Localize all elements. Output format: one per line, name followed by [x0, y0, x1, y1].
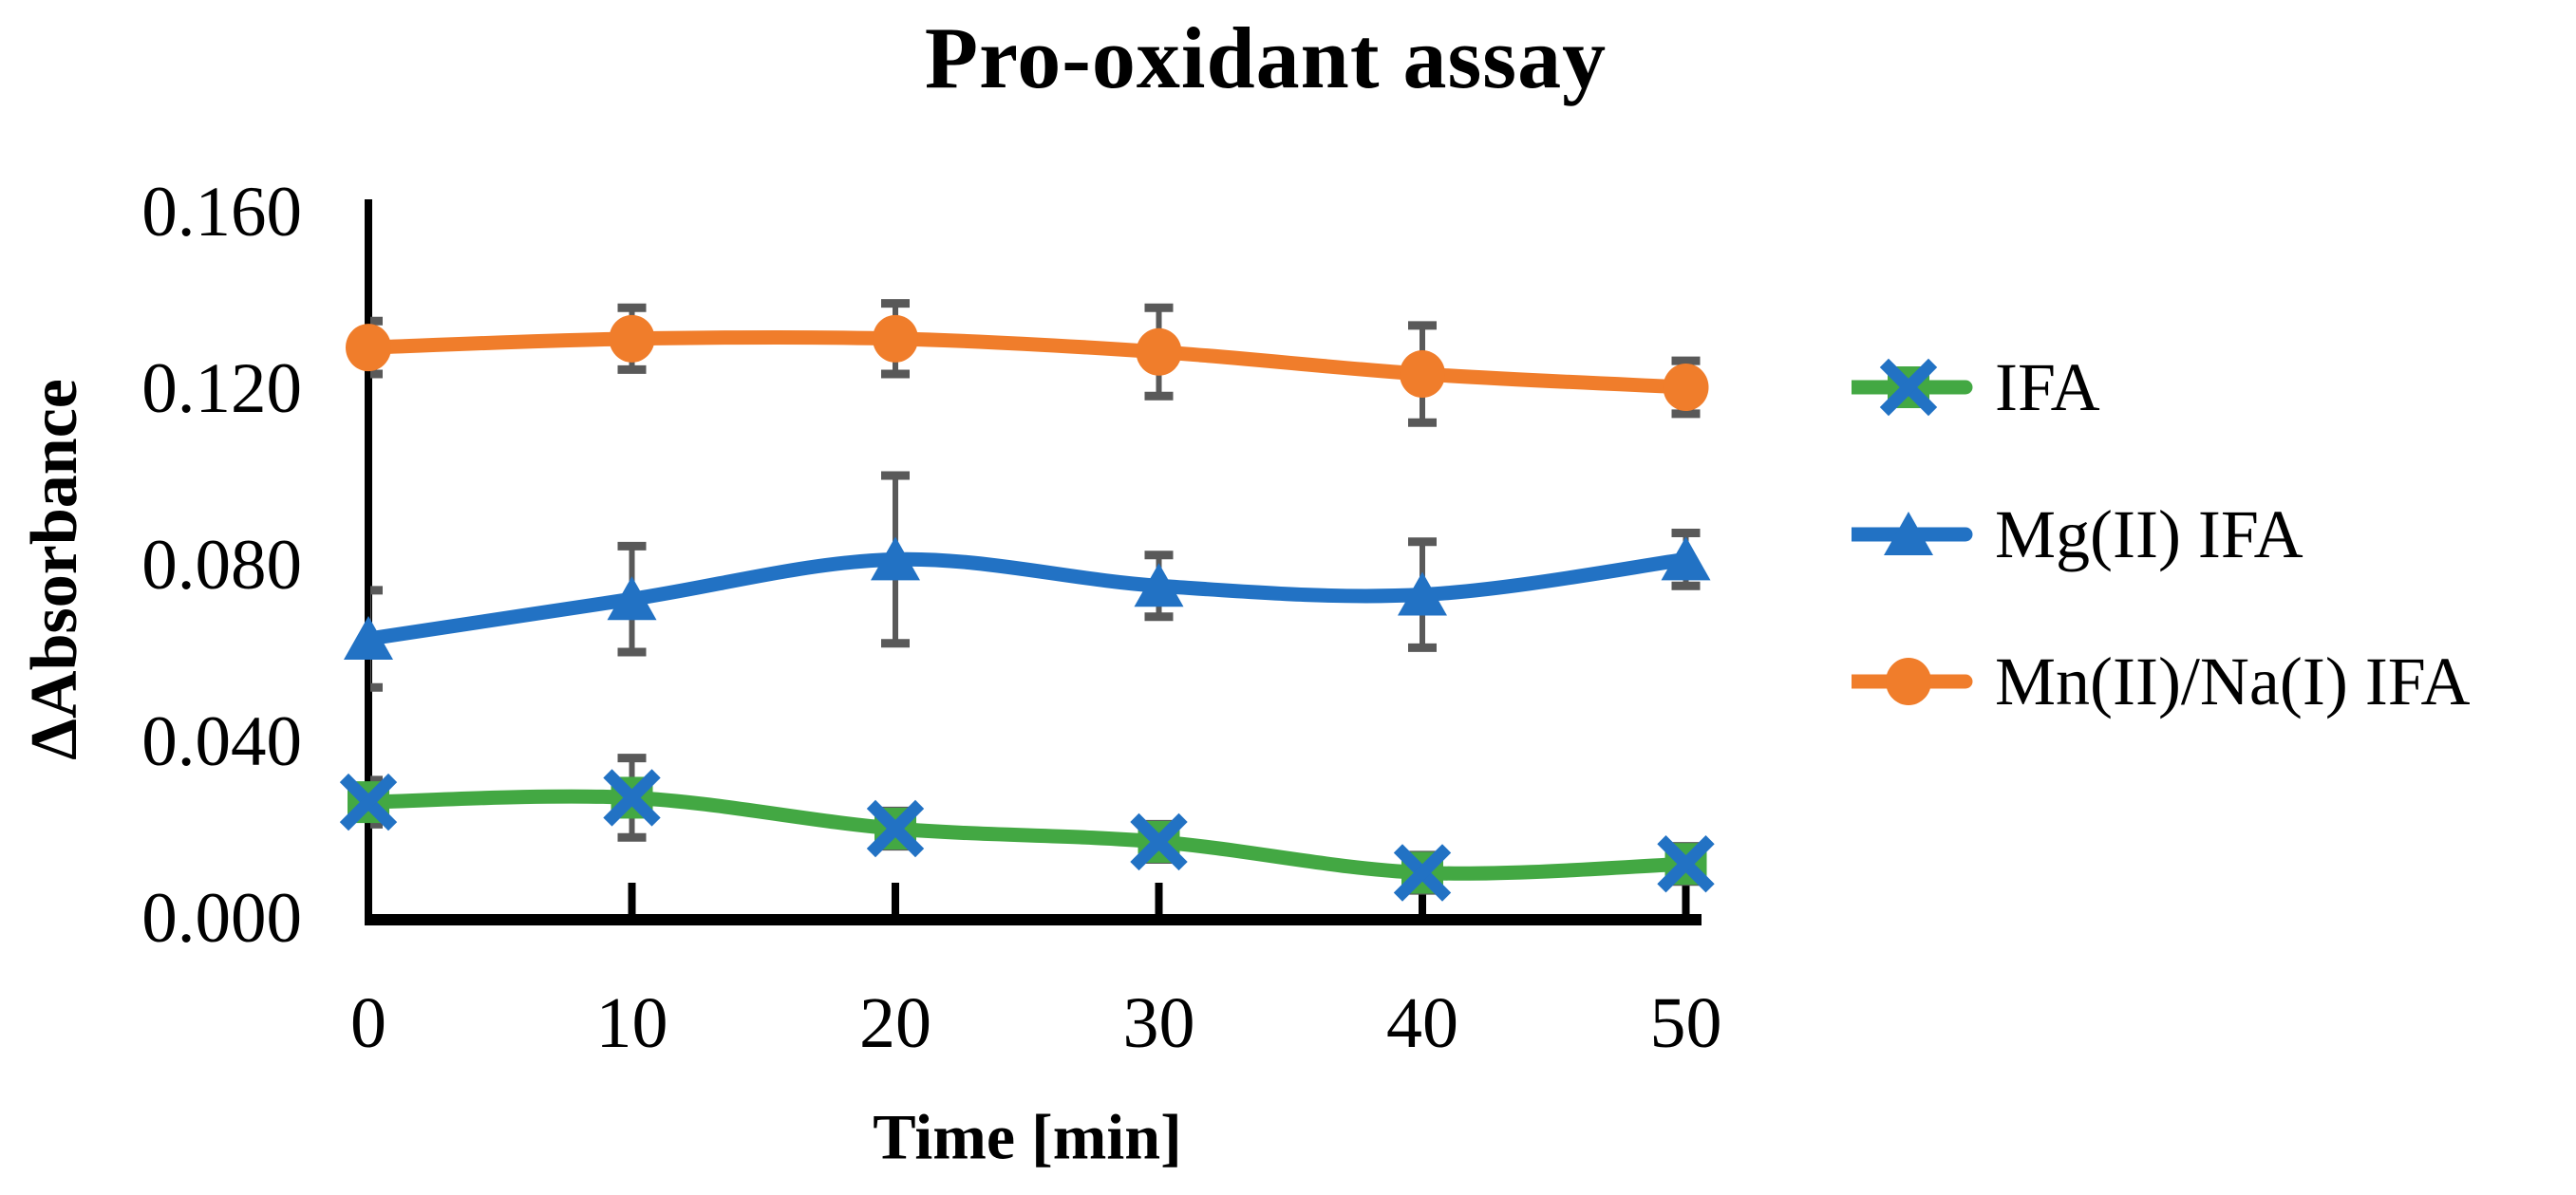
marker-mg-ii-ifa	[1398, 571, 1447, 616]
marker-ifa-x-stroke	[1393, 844, 1452, 902]
legend-label: Mg(II) IFA	[1995, 496, 2303, 572]
x-axis-title: Time [min]	[873, 1100, 1182, 1173]
legend: IFA Mg(II) IFA Mn(II)/Na(I) IFA	[1852, 345, 2470, 786]
marker-mg-ii-ifa	[871, 536, 920, 581]
legend-marker	[1884, 512, 1933, 555]
marker-mg-ii-ifa	[1134, 563, 1184, 607]
marker-mn-ii-na-i-ifa	[1136, 327, 1182, 376]
y-tick-label: 0.080	[141, 526, 302, 605]
series-line-ifa	[361, 789, 1693, 881]
y-axis-title: ΔAbsorbance	[18, 379, 91, 760]
marker-mn-ii-na-i-ifa	[609, 314, 655, 363]
marker-mn-ii-na-i-ifa	[1400, 350, 1445, 399]
legend-item-mg-ifa: Mg(II) IFA	[1852, 492, 2470, 577]
x-tick-label: 10	[596, 983, 668, 1063]
marker-mn-ii-na-i-ifa	[1663, 364, 1709, 411]
legend-item-ifa: IFA	[1852, 345, 2470, 430]
marker-mg-ii-ifa	[607, 576, 657, 621]
marker-ifa-x-stroke	[1130, 812, 1188, 871]
chart-title: Pro-oxidant assay	[924, 9, 1608, 106]
legend-item-mn-na-ifa: Mn(II)/Na(I) IFA	[1852, 639, 2470, 724]
legend-label: Mn(II)/Na(I) IFA	[1995, 644, 2471, 719]
series-line-mg-ii-ifa	[361, 551, 1693, 646]
series-line-mn-ii-na-i-ifa	[361, 329, 1693, 395]
marker-mn-ii-na-i-ifa	[873, 314, 918, 363]
x-tick-label: 50	[1650, 983, 1722, 1063]
marker-ifa-x-stroke	[603, 769, 661, 827]
marker-mg-ii-ifa	[344, 616, 393, 661]
y-tick-label: 0.000	[141, 879, 302, 958]
x-tick-label: 0	[350, 983, 386, 1063]
y-tick-label: 0.160	[141, 173, 302, 252]
y-tick-label: 0.120	[141, 349, 302, 428]
legend-marker-triangle-icon	[1852, 512, 1973, 555]
y-tick-label: 0.040	[141, 702, 302, 781]
x-tick-label: 40	[1386, 983, 1458, 1063]
marker-ifa-x-stroke	[1657, 835, 1715, 893]
x-tick-label: 30	[1123, 983, 1195, 1063]
marker-ifa-x-stroke	[866, 799, 925, 858]
x-tick-label: 20	[859, 983, 931, 1063]
legend-marker-x-stroke	[1879, 358, 1938, 417]
marker-ifa-x-stroke	[339, 773, 398, 831]
legend-marker-square-x-icon	[1852, 358, 1973, 417]
legend-marker-circle-icon	[1852, 658, 1973, 705]
legend-marker	[1886, 658, 1931, 705]
marker-mg-ii-ifa	[1661, 536, 1711, 581]
marker-mn-ii-na-i-ifa	[346, 324, 391, 372]
legend-label: IFA	[1995, 349, 2100, 425]
